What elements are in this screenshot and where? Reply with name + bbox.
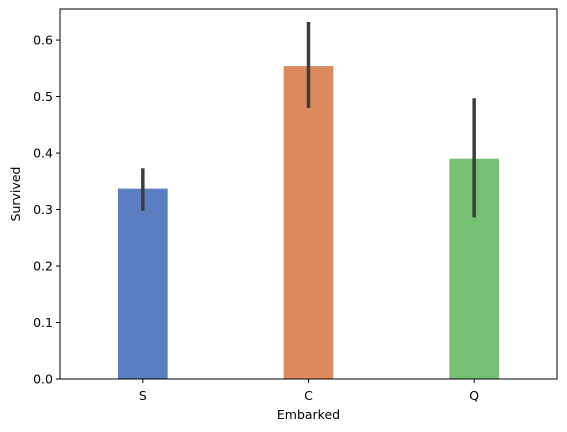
- y-tick-label: 0.1: [33, 315, 53, 330]
- error-bars-group: [141, 21, 476, 218]
- bar-S: [117, 188, 168, 379]
- y-tick-label: 0.0: [33, 372, 53, 387]
- y-tick-label: 0.2: [33, 259, 53, 274]
- y-tick-label: 0.6: [33, 33, 53, 48]
- x-axis-label: Embarked: [277, 407, 340, 422]
- x-tick-label: S: [139, 388, 147, 403]
- y-tick-label: 0.3: [33, 202, 53, 217]
- x-tick-label: Q: [469, 388, 479, 403]
- x-tick-label: C: [304, 388, 313, 403]
- y-axis: 0.0 0.1 0.2 0.3 0.4 0.5 0.6: [33, 33, 60, 387]
- y-tick-label: 0.4: [33, 146, 53, 161]
- y-tick-label: 0.5: [33, 89, 53, 104]
- bar-C: [283, 66, 334, 379]
- y-axis-label: Survived: [8, 167, 23, 222]
